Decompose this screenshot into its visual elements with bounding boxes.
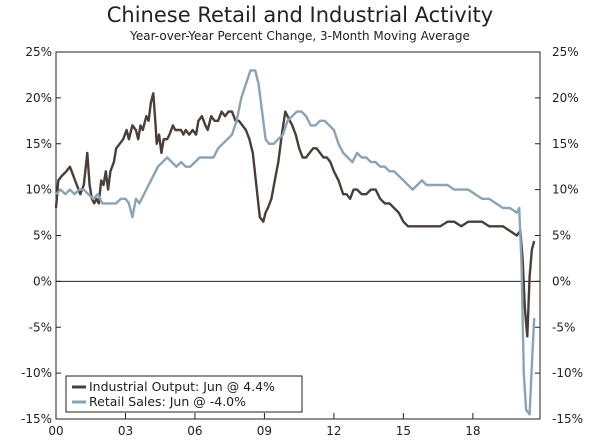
y-tick-label-left: 25% bbox=[25, 45, 52, 59]
y-tick-label-right: -5% bbox=[552, 320, 575, 334]
y-tick-label-right: 10% bbox=[552, 183, 579, 197]
y-tick-label-right: 25% bbox=[552, 45, 579, 59]
y-tick-label-left: 15% bbox=[25, 137, 52, 151]
series-line-industrial-output bbox=[54, 92, 536, 338]
y-tick-label-left: -5% bbox=[29, 320, 52, 334]
y-tick-label-right: 15% bbox=[552, 137, 579, 151]
y-axis-left: 25% 20% 15% 10% 5% 0% -5% -10% -15% bbox=[21, 45, 61, 426]
legend-label-retail: Retail Sales: Jun @ -4.0% bbox=[89, 394, 246, 409]
x-tick-label: 03 bbox=[118, 424, 133, 438]
chart-subtitle: Year-over-Year Percent Change, 3-Month M… bbox=[130, 29, 470, 43]
series-layer bbox=[54, 69, 536, 416]
plot-frame bbox=[55, 51, 541, 420]
x-tick-label: 06 bbox=[187, 424, 202, 438]
y-tick-label-right: 5% bbox=[552, 229, 571, 243]
legend-box bbox=[65, 375, 303, 413]
x-tick-label: 12 bbox=[326, 424, 341, 438]
legend-label-industrial: Industrial Output: Jun @ 4.4% bbox=[89, 379, 275, 394]
y-tick-label-left: -10% bbox=[21, 366, 52, 380]
legend: Industrial Output: Jun @ 4.4% Retail Sal… bbox=[65, 375, 303, 413]
series-line-retail-sales bbox=[55, 69, 536, 416]
y-tick-label-left: 0% bbox=[33, 274, 52, 288]
chart-title: Chinese Retail and Industrial Activity bbox=[106, 3, 494, 27]
y-tick-label-right: -10% bbox=[552, 366, 583, 380]
y-tick-label-left: 10% bbox=[25, 183, 52, 197]
x-tick-label: 18 bbox=[465, 424, 480, 438]
y-tick-label-right: 0% bbox=[552, 274, 571, 288]
y-tick-label-right: -15% bbox=[552, 412, 583, 426]
x-tick-label: 00 bbox=[48, 424, 63, 438]
x-tick-label: 15 bbox=[396, 424, 411, 438]
y-tick-label-left: 5% bbox=[33, 229, 52, 243]
x-axis: 00 03 06 09 12 15 18 bbox=[48, 413, 480, 438]
x-tick-label: 09 bbox=[257, 424, 272, 438]
y-tick-label-right: 20% bbox=[552, 91, 579, 105]
y-tick-label-left: 20% bbox=[25, 91, 52, 105]
y-axis-right: 25% 20% 15% 10% 5% 0% -5% -10% -15% bbox=[535, 45, 583, 426]
y-tick-label-left: -15% bbox=[21, 412, 52, 426]
